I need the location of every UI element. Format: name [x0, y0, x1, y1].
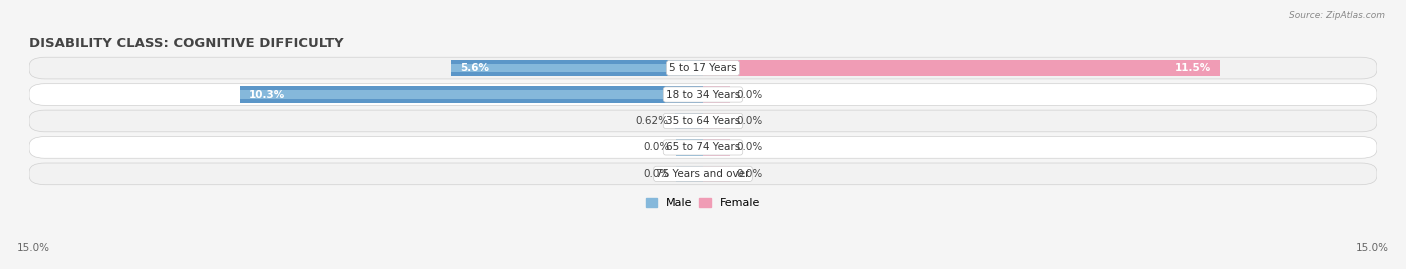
Bar: [240, 86, 703, 103]
Bar: [451, 64, 703, 72]
Text: 15.0%: 15.0%: [17, 243, 49, 253]
Text: 5 to 17 Years: 5 to 17 Years: [669, 63, 737, 73]
Bar: [703, 139, 730, 155]
Bar: [451, 60, 703, 76]
Text: Source: ZipAtlas.com: Source: ZipAtlas.com: [1289, 11, 1385, 20]
FancyBboxPatch shape: [30, 110, 1376, 132]
Text: 18 to 34 Years: 18 to 34 Years: [666, 90, 740, 100]
Text: 0.0%: 0.0%: [737, 169, 763, 179]
Text: 0.62%: 0.62%: [636, 116, 668, 126]
Text: 11.5%: 11.5%: [1174, 63, 1211, 73]
Text: 75 Years and over: 75 Years and over: [657, 169, 749, 179]
Text: 0.0%: 0.0%: [737, 116, 763, 126]
Text: 10.3%: 10.3%: [249, 90, 285, 100]
Text: 35 to 64 Years: 35 to 64 Years: [666, 116, 740, 126]
Bar: [675, 113, 703, 129]
Text: 0.0%: 0.0%: [737, 90, 763, 100]
FancyBboxPatch shape: [30, 137, 1376, 158]
Bar: [676, 166, 703, 182]
Bar: [703, 113, 730, 129]
Bar: [676, 139, 703, 155]
Text: 0.0%: 0.0%: [643, 142, 669, 153]
Bar: [703, 166, 730, 182]
Bar: [703, 86, 730, 103]
Text: 15.0%: 15.0%: [1357, 243, 1389, 253]
Legend: Male, Female: Male, Female: [644, 196, 762, 211]
Text: 0.0%: 0.0%: [737, 142, 763, 153]
FancyBboxPatch shape: [30, 84, 1376, 105]
Bar: [240, 90, 703, 99]
FancyBboxPatch shape: [30, 163, 1376, 185]
Bar: [675, 117, 703, 125]
Text: 5.6%: 5.6%: [460, 63, 489, 73]
FancyBboxPatch shape: [30, 57, 1376, 79]
Text: DISABILITY CLASS: COGNITIVE DIFFICULTY: DISABILITY CLASS: COGNITIVE DIFFICULTY: [30, 37, 343, 49]
Text: 65 to 74 Years: 65 to 74 Years: [666, 142, 740, 153]
Bar: [703, 60, 1219, 76]
Text: 0.0%: 0.0%: [643, 169, 669, 179]
